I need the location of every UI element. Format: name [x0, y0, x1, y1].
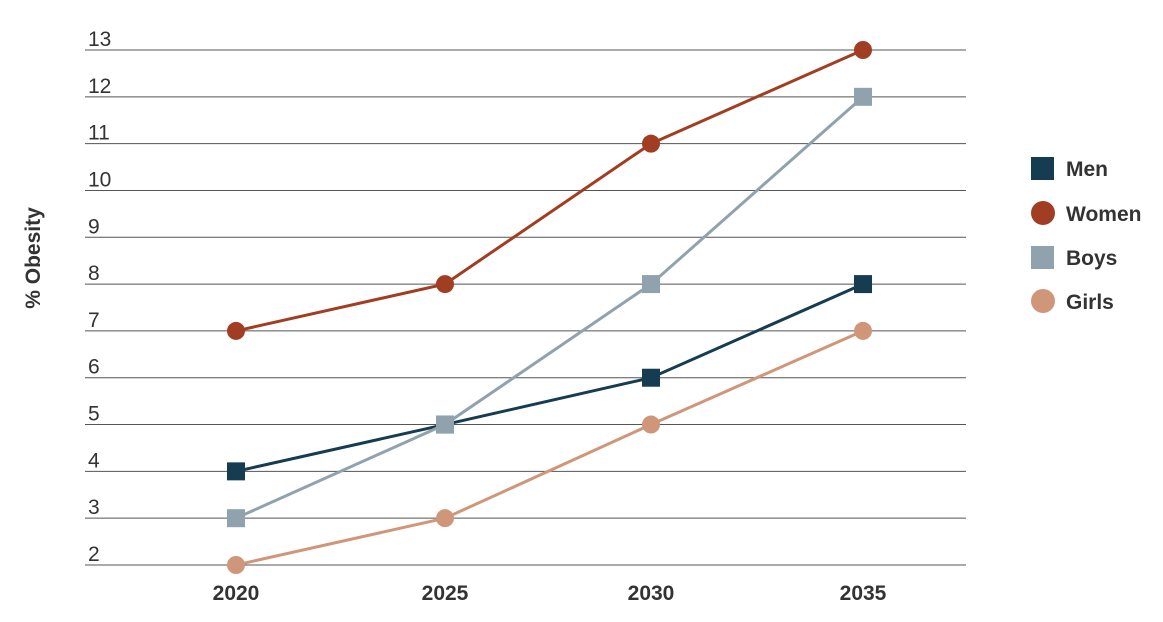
- y-tick-label: 10: [88, 168, 111, 191]
- data-point: [436, 415, 454, 434]
- y-tick-label: 12: [88, 75, 111, 98]
- y-tick-label: 7: [88, 309, 100, 332]
- y-tick-label: 8: [88, 262, 100, 285]
- y-tick-label: 2: [88, 543, 100, 566]
- series-women: [227, 41, 872, 340]
- y-tick-label: 3: [88, 496, 100, 519]
- series-line: [235, 48, 864, 333]
- series: [227, 41, 872, 574]
- data-point: [854, 87, 872, 106]
- data-point: [436, 275, 454, 294]
- y-tick-label: 13: [88, 28, 111, 51]
- data-point: [436, 509, 454, 528]
- gridlines: [85, 49, 966, 566]
- data-point: [854, 321, 872, 340]
- y-axis-label: % Obesity: [22, 207, 45, 309]
- legend-marker-circle: [1031, 201, 1055, 225]
- y-tick-label: 6: [88, 356, 100, 379]
- series-line: [235, 282, 864, 473]
- data-point: [227, 462, 245, 481]
- data-point: [227, 509, 245, 528]
- y-tick-label: 11: [88, 122, 110, 145]
- legend-item: Men: [1031, 157, 1108, 181]
- data-point: [854, 275, 872, 294]
- data-point: [642, 368, 660, 387]
- y-axis-ticks: 2 3 4 5 6 7 8 9 10 11 12 13: [88, 28, 111, 566]
- legend-item: Boys: [1031, 246, 1117, 270]
- legend: Men Women Boys Girls: [1031, 157, 1141, 314]
- legend-marker-square: [1031, 157, 1054, 180]
- legend-label: Girls: [1066, 291, 1114, 314]
- x-tick-label: 2020: [213, 582, 260, 605]
- x-tick-label: 2030: [628, 582, 675, 605]
- y-tick-label: 4: [88, 449, 100, 472]
- legend-item: Women: [1031, 201, 1141, 226]
- x-axis-ticks: 2020 2025 2030 2035: [213, 582, 887, 605]
- legend-label: Boys: [1066, 247, 1117, 270]
- series-girls: [227, 321, 872, 574]
- data-point: [227, 556, 245, 574]
- legend-item: Girls: [1031, 289, 1114, 314]
- legend-marker-circle: [1031, 289, 1055, 313]
- y-tick-label: 9: [88, 215, 100, 238]
- data-point: [854, 41, 872, 59]
- x-tick-label: 2035: [840, 582, 887, 605]
- y-tick-label: 5: [88, 403, 100, 426]
- x-tick-label: 2025: [422, 582, 469, 605]
- data-point: [642, 415, 660, 434]
- data-point: [642, 275, 660, 294]
- data-point: [227, 321, 245, 340]
- series-line: [235, 329, 864, 567]
- series-line: [235, 95, 864, 520]
- legend-label: Women: [1066, 203, 1141, 226]
- legend-label: Men: [1066, 158, 1108, 181]
- legend-marker-square: [1031, 246, 1054, 269]
- data-point: [642, 134, 660, 153]
- series-boys: [227, 87, 872, 528]
- series-men: [227, 275, 872, 481]
